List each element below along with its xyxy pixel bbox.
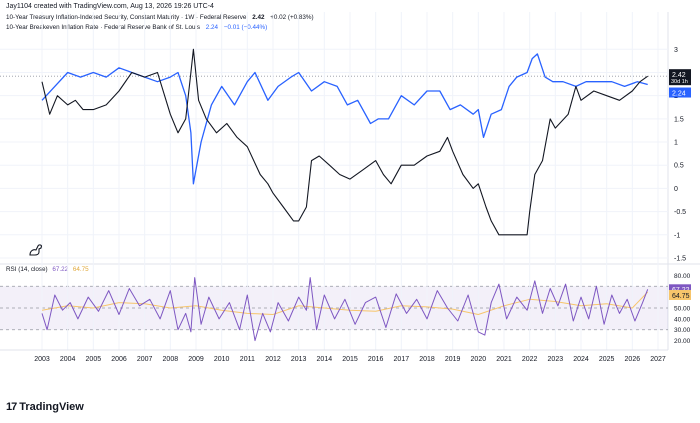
legend-series-2-change: −0.01 (−0.44%) — [223, 24, 268, 31]
rsi-y-tick-label: 40.00 — [674, 316, 691, 323]
chart-caption: Jay1104 created with TradingView.com, Au… — [6, 3, 214, 10]
series-line-breakeven — [41, 53, 648, 185]
rsi-band-fill — [0, 286, 668, 330]
x-tick-label: 2011 — [240, 356, 255, 363]
x-tick-label: 2003 — [34, 356, 50, 363]
y-tick-label: -1.5 — [674, 256, 686, 263]
x-tick-label: 2004 — [60, 356, 76, 363]
x-tick-label: 2012 — [265, 356, 281, 363]
rsi-legend[interactable]: RSI (14, close) 67.22 64.75 — [6, 266, 89, 273]
x-tick-label: 2015 — [342, 356, 358, 363]
tradingview-logo-icon: 17 — [6, 401, 17, 413]
y-tick-label: -1 — [674, 232, 680, 239]
tradingview-brand[interactable]: 17 TradingView — [6, 401, 84, 413]
rsi-legend-ma-value: 64.75 — [72, 266, 89, 273]
x-tick-label: 2008 — [163, 356, 179, 363]
y-tick-label: -0.5 — [674, 209, 686, 216]
rsi-legend-label: RSI (14, close) — [6, 266, 48, 273]
price-label-tips: 2.42 — [672, 72, 686, 79]
x-tick-label: 2019 — [445, 356, 461, 363]
legend-series-2-label: 10-Year Breakeven Inflation Rate · Feder… — [6, 24, 201, 31]
legend-series-2[interactable]: 10-Year Breakeven Inflation Rate · Feder… — [6, 24, 267, 31]
x-tick-label: 2025 — [599, 356, 615, 363]
x-tick-label: 2022 — [522, 356, 538, 363]
x-tick-label: 2016 — [368, 356, 384, 363]
rsi-value-label-bg — [669, 284, 691, 295]
price-label-tips-bg — [669, 69, 691, 80]
x-tick-label: 2013 — [291, 356, 307, 363]
x-tick-label: 2018 — [419, 356, 435, 363]
y-tick-label: 0 — [674, 186, 678, 193]
dinosaur-icon — [29, 244, 43, 256]
tradingview-name: TradingView — [19, 401, 84, 413]
x-tick-label: 2027 — [650, 356, 666, 363]
series-line-rsi — [41, 277, 649, 342]
legend-series-1[interactable]: 10-Year Treasury Inflation-Indexed Secur… — [6, 14, 314, 21]
rsi-legend-value: 67.22 — [52, 266, 69, 273]
legend-series-1-label: 10-Year Treasury Inflation-Indexed Secur… — [6, 14, 247, 21]
series-line-rsi-ma — [41, 291, 649, 315]
rsi-ma-value-label-bg — [669, 289, 691, 300]
x-tick-label: 2023 — [548, 356, 564, 363]
rsi-y-tick-label: 80.00 — [674, 273, 691, 280]
x-tick-label: 2007 — [137, 356, 153, 363]
x-tick-label: 2009 — [188, 356, 204, 363]
y-tick-label: 1.5 — [674, 116, 684, 123]
price-label-breakeven: 2.24 — [672, 90, 686, 97]
x-tick-label: 2026 — [625, 356, 641, 363]
y-tick-label: 3 — [674, 47, 678, 54]
series-line-tips — [41, 48, 649, 236]
x-tick-label: 2014 — [317, 356, 333, 363]
legend-series-2-value: 2.24 — [205, 24, 219, 31]
x-tick-label: 2020 — [471, 356, 487, 363]
legend-series-1-value: 2.42 — [252, 14, 265, 21]
rsi-y-tick-label: 20.00 — [674, 338, 691, 345]
y-tick-label: 1 — [674, 140, 678, 147]
y-tick-label: 0.5 — [674, 163, 684, 170]
price-label-breakeven-bg — [669, 87, 691, 98]
x-tick-label: 2017 — [394, 356, 410, 363]
x-tick-label: 2006 — [111, 356, 127, 363]
x-tick-label: 2005 — [86, 356, 102, 363]
price-label-tips-countdown: 30d 1h — [671, 79, 688, 85]
rsi-y-tick-label: 30.00 — [674, 327, 691, 334]
legend-series-1-change: +0.02 (+0.83%) — [270, 14, 314, 21]
x-tick-label: 2010 — [214, 356, 230, 363]
rsi-y-tick-label: 50.00 — [674, 306, 691, 313]
price-label-tips-countdown-bg — [669, 78, 691, 86]
x-tick-label: 2021 — [496, 356, 512, 363]
x-tick-label: 2024 — [573, 356, 589, 363]
rsi-ma-value-label: 64.75 — [672, 293, 690, 300]
